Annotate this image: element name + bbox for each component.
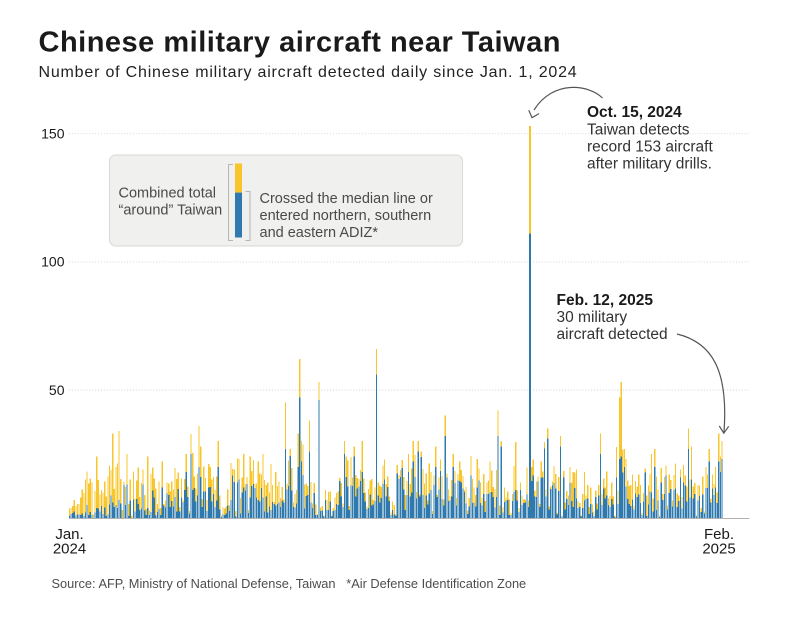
svg-text:record 153 aircraft: record 153 aircraft — [587, 139, 713, 156]
svg-text:30 military: 30 military — [557, 309, 628, 326]
svg-text:Combined total: Combined total — [119, 186, 217, 202]
svg-text:“around” Taiwan: “around” Taiwan — [119, 203, 223, 219]
svg-text:2025: 2025 — [702, 541, 735, 558]
svg-text:2024: 2024 — [53, 541, 86, 558]
svg-text:Crossed the median line or: Crossed the median line or — [260, 191, 433, 207]
svg-text:Number of Chinese military air: Number of Chinese military aircraft dete… — [39, 64, 578, 81]
svg-text:150: 150 — [41, 126, 65, 142]
svg-text:50: 50 — [49, 382, 65, 398]
svg-text:entered northern, southern: entered northern, southern — [260, 208, 432, 224]
svg-text:Feb.: Feb. — [704, 526, 734, 543]
svg-text:Chinese military aircraft near: Chinese military aircraft near Taiwan — [39, 27, 561, 59]
svg-text:Feb. 12, 2025: Feb. 12, 2025 — [557, 292, 654, 309]
svg-text:Jan.: Jan. — [55, 526, 83, 543]
svg-text:Oct. 15, 2024: Oct. 15, 2024 — [587, 104, 682, 121]
svg-text:Taiwan detects: Taiwan detects — [587, 122, 690, 139]
svg-text:Source: AFP, Ministry of Natio: Source: AFP, Ministry of National Defens… — [52, 576, 527, 591]
svg-text:100: 100 — [41, 254, 65, 270]
svg-text:after military drills.: after military drills. — [587, 156, 712, 173]
svg-text:and eastern ADIZ*: and eastern ADIZ* — [260, 225, 379, 241]
svg-text:aircraft detected: aircraft detected — [557, 326, 668, 343]
